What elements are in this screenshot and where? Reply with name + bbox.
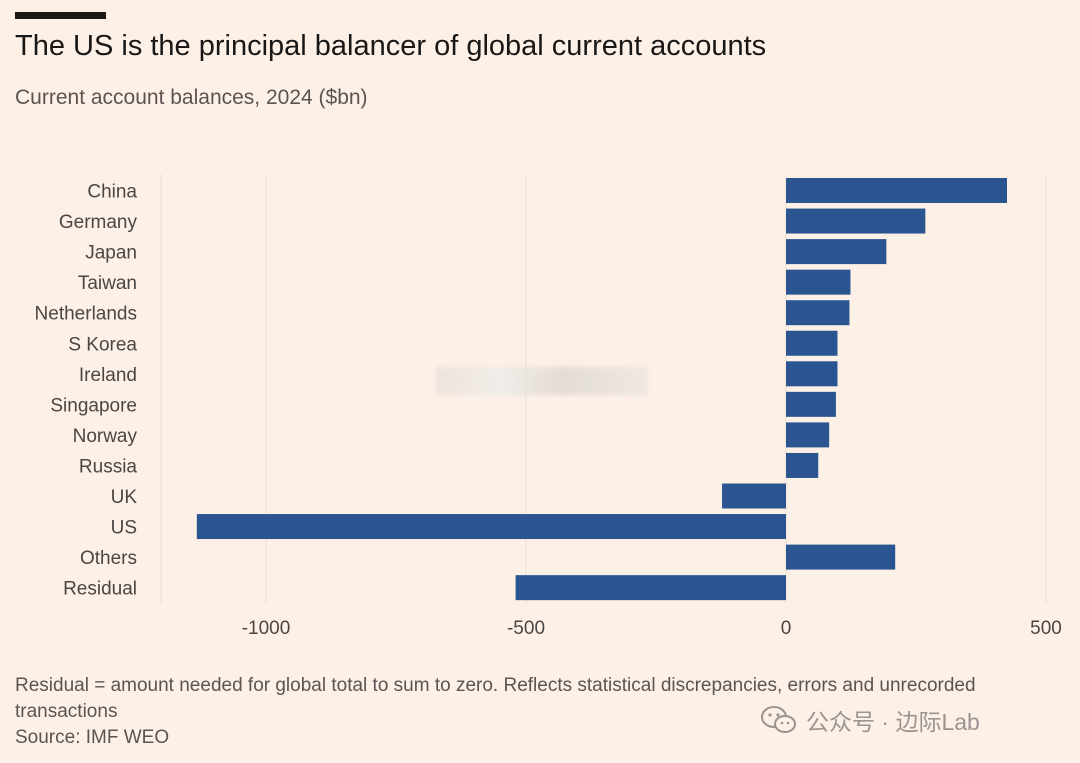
category-label: Norway [73,426,138,447]
category-label: China [87,182,137,203]
x-tick-label: 500 [1030,618,1062,639]
category-label: Others [80,548,137,569]
bar-netherlands [786,300,850,326]
bar-s-korea [786,330,838,356]
top-rule [15,12,106,19]
bar-taiwan [786,269,851,295]
bar-chart: China Germany Japan Taiwan Netherlands S Kore… [35,174,1062,639]
watermark: 公众号 · 边际Lab [760,703,980,737]
category-label: S Korea [68,334,137,355]
category-label: Singapore [50,395,137,416]
source-note: Source: IMF WEO [15,727,170,748]
category-label: US [111,518,137,539]
bar-others [786,544,896,570]
category-label: Netherlands [35,304,137,325]
category-label: Japan [85,243,137,264]
bar-singapore [786,391,836,417]
category-label: Residual [63,579,137,600]
bar-china [786,178,1007,203]
category-labels: China Germany Japan Taiwan Netherlands S Kore… [35,182,138,600]
category-label: Germany [59,212,138,233]
chart-title: The US is the principal balancer of glob… [15,30,767,62]
bar-russia [786,452,819,478]
category-label: UK [111,487,138,508]
category-label: Ireland [79,365,137,386]
category-label: Taiwan [78,273,137,294]
bars [196,178,1007,601]
bar-residual [515,575,786,601]
bar-uk [722,483,786,509]
bar-ireland [786,361,838,387]
bar-us [196,514,787,540]
x-tick-label: -1000 [242,618,291,639]
blurred-overlay [436,367,648,395]
x-tick-label: 0 [781,618,792,639]
footnote: Residual = amount needed for global tota… [15,675,976,722]
chart-subtitle: Current account balances, 2024 ($bn) [15,86,368,109]
x-tick-label: -500 [507,618,545,639]
bar-norway [786,422,830,448]
watermark-text: 公众号 · 边际Lab [806,709,980,735]
bar-germany [786,208,926,234]
tick-labels: -1000 -500 0 500 [242,618,1062,639]
bar-japan [786,239,887,265]
wechat-icon [761,706,796,733]
category-label: Russia [79,456,138,477]
